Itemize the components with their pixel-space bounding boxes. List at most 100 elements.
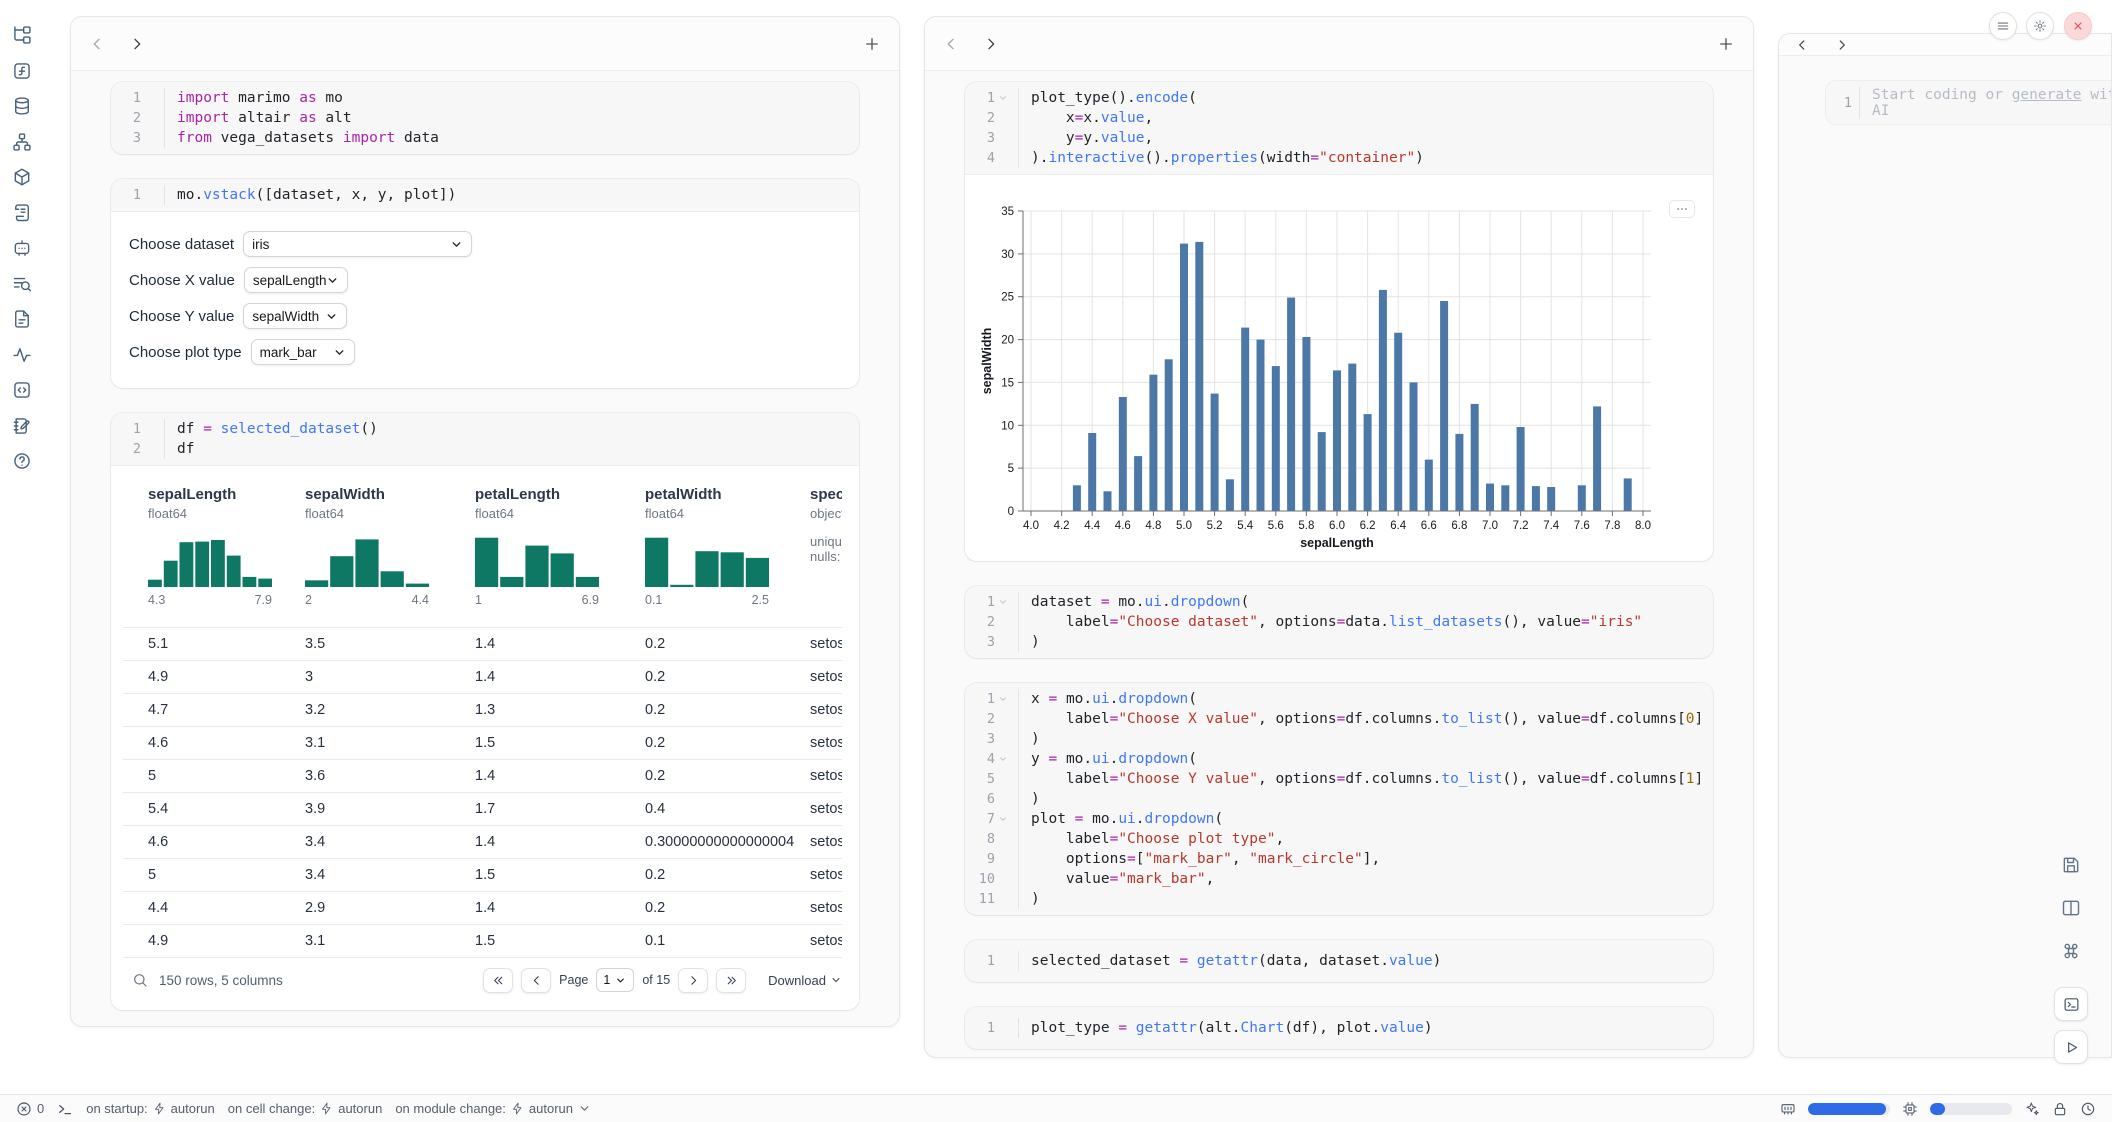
menu-button[interactable] bbox=[1989, 12, 2017, 40]
help-circle-icon[interactable] bbox=[12, 451, 32, 471]
chat-bot-icon[interactable] bbox=[12, 238, 32, 258]
save-button[interactable] bbox=[2061, 855, 2081, 875]
code-square-icon[interactable] bbox=[12, 380, 32, 400]
lock-icon[interactable] bbox=[2052, 1101, 2068, 1117]
chevron-right-icon[interactable] bbox=[983, 36, 999, 52]
svg-text:6.0: 6.0 bbox=[1329, 520, 1345, 532]
document-icon[interactable] bbox=[12, 309, 32, 329]
ai-sparkle-icon[interactable] bbox=[2024, 1101, 2040, 1117]
list-search-icon[interactable] bbox=[12, 274, 32, 294]
chevron-right-icon[interactable] bbox=[1835, 38, 1849, 52]
control-row: Choose Y valuesepalWidth bbox=[129, 303, 859, 329]
dataframe-table: sepalLengthfloat644.37.9 sepalWidthfloat6… bbox=[123, 466, 842, 1010]
line-number: 2 bbox=[111, 108, 141, 128]
svg-text:20: 20 bbox=[1001, 335, 1014, 347]
code-editor[interactable]: 1mo.vstack([dataset, x, y, plot]) bbox=[111, 179, 859, 211]
generate-link[interactable]: generate bbox=[2012, 87, 2082, 103]
add-cell-button[interactable] bbox=[1717, 35, 1735, 53]
scroll-icon[interactable] bbox=[12, 203, 32, 223]
table-cell: setosa bbox=[810, 628, 842, 660]
notebook-edit-icon[interactable] bbox=[12, 416, 32, 436]
selected-value: mark_bar bbox=[260, 345, 333, 360]
on-cell-change-setting[interactable]: on cell change: autorun bbox=[228, 1101, 383, 1116]
keyboard-shortcuts-button[interactable] bbox=[2061, 941, 2081, 961]
on-startup-setting[interactable]: on startup: autorun bbox=[86, 1101, 215, 1116]
error-indicator[interactable]: 0 bbox=[16, 1101, 44, 1117]
prev-page-button[interactable] bbox=[521, 968, 551, 993]
fold-chevron-icon[interactable] bbox=[995, 88, 1011, 108]
close-panel-button[interactable] bbox=[2064, 12, 2092, 40]
code-line: 1x = mo.ui.dropdown( bbox=[965, 689, 1713, 709]
run-all-button[interactable] bbox=[2054, 1030, 2088, 1064]
svg-text:5: 5 bbox=[1008, 463, 1014, 475]
layout-button[interactable] bbox=[2061, 898, 2081, 918]
column-type: object bbox=[810, 506, 842, 521]
fold-chevron-icon[interactable] bbox=[995, 809, 1011, 829]
column-header-sepalLength[interactable]: sepalLengthfloat644.37.9 bbox=[148, 486, 272, 607]
cell-dataframe: 1df = selected_dataset()2df sepalLengthf… bbox=[111, 413, 859, 1010]
x-value-select[interactable]: sepalLength bbox=[244, 267, 348, 293]
add-cell-button[interactable] bbox=[863, 35, 881, 53]
hist-max: 7.9 bbox=[255, 593, 272, 607]
file-tree-icon[interactable] bbox=[12, 25, 32, 45]
table-cell: 1.5 bbox=[475, 859, 495, 891]
function-square-icon[interactable] bbox=[12, 61, 32, 81]
code-editor[interactable]: 1df = selected_dataset()2df bbox=[111, 413, 859, 465]
middle-panel-header bbox=[925, 17, 1753, 71]
hist-min: 2 bbox=[305, 593, 312, 607]
chevron-down-icon bbox=[326, 274, 339, 287]
search-icon[interactable] bbox=[132, 972, 148, 988]
fold-gutter bbox=[995, 829, 1011, 849]
next-page-button[interactable] bbox=[678, 968, 708, 993]
fold-chevron-icon[interactable] bbox=[995, 592, 1011, 612]
setting-value: autorun bbox=[338, 1101, 382, 1116]
terminal-icon[interactable] bbox=[57, 1101, 73, 1117]
code-line: 1selected_dataset = getattr(data, datase… bbox=[965, 951, 1713, 971]
table-row: 4.931.40.2setosa bbox=[123, 661, 842, 694]
column-header-species[interactable]: speciesobjectuniquenulls: bbox=[810, 486, 842, 564]
control-label: Choose plot type bbox=[129, 344, 242, 361]
svg-text:4.0: 4.0 bbox=[1023, 520, 1039, 532]
activity-icon[interactable] bbox=[12, 345, 32, 365]
dataset-select[interactable]: iris bbox=[243, 231, 472, 257]
scratchpad-cell[interactable]: 1 Start coding or generate with AI bbox=[1826, 81, 2112, 124]
fold-chevron-icon[interactable] bbox=[995, 749, 1011, 769]
control-row: Choose X valuesepalLength bbox=[129, 267, 859, 293]
table-cell: 1.7 bbox=[475, 793, 495, 825]
page-number-select[interactable]: 1 bbox=[596, 968, 634, 992]
settings-button[interactable] bbox=[2026, 12, 2054, 40]
code-editor[interactable]: 1plot_type = getattr(alt.Chart(df), plot… bbox=[965, 1007, 1713, 1049]
chevron-right-icon[interactable] bbox=[129, 36, 145, 52]
fold-chevron-icon[interactable] bbox=[995, 689, 1011, 709]
column-header-petalWidth[interactable]: petalWidthfloat640.12.5 bbox=[645, 486, 769, 607]
download-button[interactable]: Download bbox=[768, 973, 842, 988]
code-editor[interactable]: 1x = mo.ui.dropdown(2 label="Choose X va… bbox=[965, 683, 1713, 915]
table-cell: 3.4 bbox=[305, 826, 325, 858]
column-header-petalLength[interactable]: petalLengthfloat6416.9 bbox=[475, 486, 599, 607]
chevron-left-icon[interactable] bbox=[1795, 38, 1809, 52]
terminal-button[interactable] bbox=[2054, 987, 2088, 1021]
package-icon[interactable] bbox=[12, 167, 32, 187]
dependency-graph-icon[interactable] bbox=[12, 132, 32, 152]
status-bar: 0 on startup: autorun on cell change: au… bbox=[0, 1094, 2112, 1122]
clock-icon[interactable] bbox=[2080, 1101, 2096, 1117]
first-page-button[interactable] bbox=[483, 968, 513, 993]
last-page-button[interactable] bbox=[716, 968, 746, 993]
code-editor[interactable]: 1import marimo as mo2import altair as al… bbox=[111, 82, 859, 154]
database-icon[interactable] bbox=[12, 96, 32, 116]
chevron-left-icon[interactable] bbox=[943, 36, 959, 52]
line-number: 3 bbox=[965, 632, 995, 652]
on-module-change-setting[interactable]: on module change: autorun bbox=[395, 1101, 591, 1116]
code-editor[interactable]: 1selected_dataset = getattr(data, datase… bbox=[965, 940, 1713, 982]
column-header-sepalWidth[interactable]: sepalWidthfloat6424.4 bbox=[305, 486, 429, 607]
table-cell: 2.9 bbox=[305, 892, 325, 924]
chart-options-button[interactable] bbox=[1669, 200, 1695, 218]
chevron-left-icon[interactable] bbox=[89, 36, 105, 52]
y-value-select[interactable]: sepalWidth bbox=[243, 303, 347, 329]
code-editor[interactable]: 1plot_type().encode(2 x=x.value,3 y=y.va… bbox=[965, 82, 1713, 174]
fold-gutter bbox=[141, 419, 157, 439]
code-editor[interactable]: 1dataset = mo.ui.dropdown(2 label="Choos… bbox=[965, 586, 1713, 658]
code-line: 4).interactive().properties(width="conta… bbox=[965, 148, 1713, 168]
plot-type-select[interactable]: mark_bar bbox=[251, 339, 355, 365]
svg-text:25: 25 bbox=[1001, 292, 1014, 304]
